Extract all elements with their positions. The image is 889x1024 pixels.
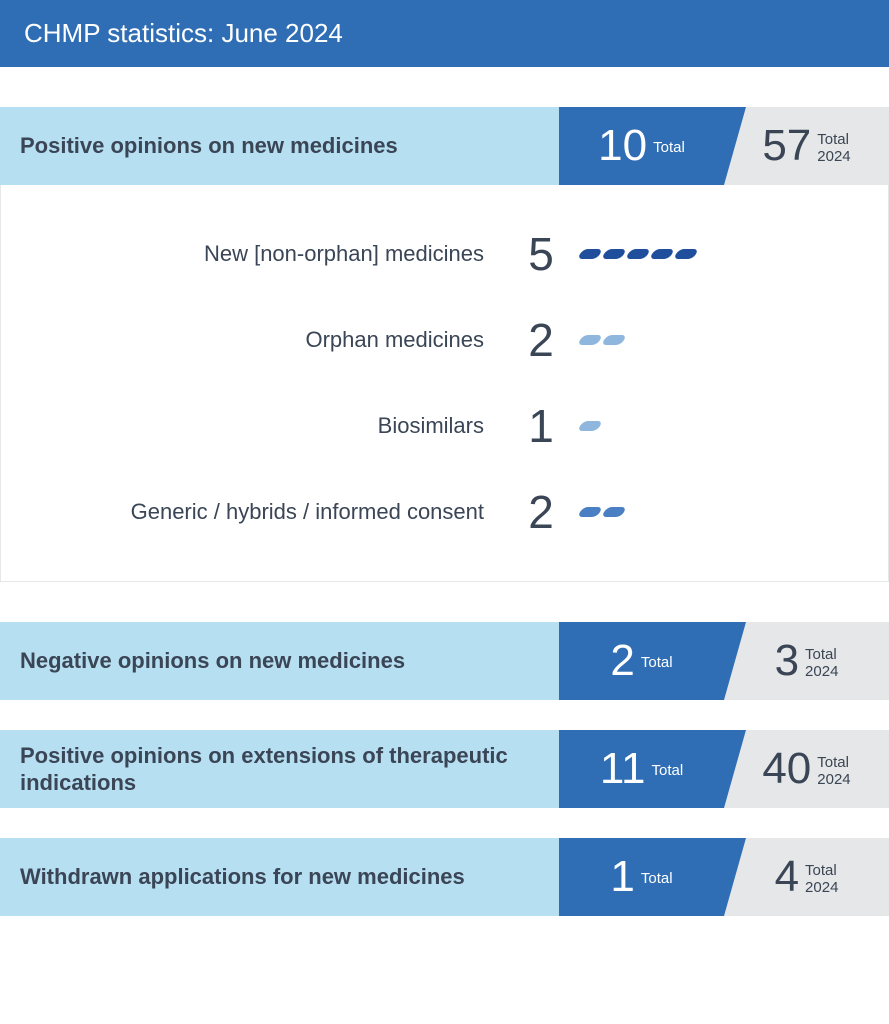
year-total-label-line1: Total: [805, 862, 837, 879]
pill-group: [576, 507, 888, 517]
year-total-label: Total 2024: [805, 858, 838, 897]
breakdown-list: New [non-orphan] medicines5Orphan medici…: [0, 185, 889, 582]
month-total-label: Total: [652, 758, 684, 779]
year-total-box: 57 Total 2024: [724, 107, 889, 185]
year-total-label-line1: Total: [817, 131, 849, 148]
section-header-row: Withdrawn applications for new medicines…: [0, 838, 889, 916]
breakdown-row: Orphan medicines2: [1, 297, 888, 383]
pill-icon: [673, 249, 699, 259]
pill-group: [576, 335, 888, 345]
year-total-label-line2: 2024: [805, 879, 838, 896]
month-total-box: 11 Total: [559, 730, 724, 808]
year-total-box: 3 Total 2024: [724, 622, 889, 700]
pill-icon: [625, 249, 651, 259]
year-total-label-line2: 2024: [817, 148, 850, 165]
year-total-value: 40: [762, 744, 811, 794]
section-negative-new: Negative opinions on new medicines 2 Tot…: [0, 622, 889, 700]
year-total-label-line2: 2024: [817, 771, 850, 788]
pill-group: [576, 249, 888, 259]
section-label: Positive opinions on new medicines: [0, 107, 559, 185]
section-header-row: Positive opinions on extensions of thera…: [0, 730, 889, 808]
section-label: Negative opinions on new medicines: [0, 622, 559, 700]
breakdown-label: Biosimilars: [1, 413, 506, 439]
year-total-value: 57: [762, 121, 811, 171]
year-total-label-line1: Total: [805, 646, 837, 663]
section-positive-extensions: Positive opinions on extensions of thera…: [0, 730, 889, 808]
section-label: Withdrawn applications for new medicines: [0, 838, 559, 916]
page-title: CHMP statistics: June 2024: [0, 0, 889, 67]
year-total-label-line2: 2024: [805, 663, 838, 680]
section-header-row: Negative opinions on new medicines 2 Tot…: [0, 622, 889, 700]
year-total-value: 3: [775, 636, 799, 686]
pill-icon: [577, 507, 603, 517]
breakdown-value: 1: [506, 399, 576, 453]
section-positive-new: Positive opinions on new medicines 10 To…: [0, 107, 889, 582]
breakdown-label: Generic / hybrids / informed consent: [1, 499, 506, 525]
year-total-label: Total 2024: [805, 642, 838, 681]
year-total-label: Total 2024: [817, 750, 850, 789]
breakdown-label: Orphan medicines: [1, 327, 506, 353]
pill-icon: [577, 335, 603, 345]
pill-icon: [577, 421, 603, 431]
year-total-label: Total 2024: [817, 127, 850, 166]
month-total-box: 1 Total: [559, 838, 724, 916]
pill-icon: [577, 249, 603, 259]
pill-group: [576, 421, 888, 431]
breakdown-value: 2: [506, 313, 576, 367]
month-total-label: Total: [641, 866, 673, 887]
month-total-value: 11: [600, 744, 646, 794]
section-withdrawn: Withdrawn applications for new medicines…: [0, 838, 889, 916]
breakdown-value: 2: [506, 485, 576, 539]
year-total-box: 4 Total 2024: [724, 838, 889, 916]
breakdown-row: Biosimilars1: [1, 383, 888, 469]
year-total-label-line1: Total: [817, 754, 849, 771]
pill-icon: [649, 249, 675, 259]
month-total-label: Total: [641, 650, 673, 671]
month-total-value: 1: [610, 852, 634, 902]
pill-icon: [601, 507, 627, 517]
section-header-row: Positive opinions on new medicines 10 To…: [0, 107, 889, 185]
breakdown-label: New [non-orphan] medicines: [1, 241, 506, 267]
section-label: Positive opinions on extensions of thera…: [0, 730, 559, 808]
month-total-label: Total: [653, 135, 685, 156]
month-total-box: 10 Total: [559, 107, 724, 185]
month-total-value: 2: [610, 636, 634, 686]
year-total-value: 4: [775, 852, 799, 902]
pill-icon: [601, 249, 627, 259]
pill-icon: [601, 335, 627, 345]
year-total-box: 40 Total 2024: [724, 730, 889, 808]
breakdown-row: Generic / hybrids / informed consent2: [1, 469, 888, 555]
breakdown-row: New [non-orphan] medicines5: [1, 211, 888, 297]
breakdown-value: 5: [506, 227, 576, 281]
month-total-box: 2 Total: [559, 622, 724, 700]
month-total-value: 10: [598, 121, 647, 171]
